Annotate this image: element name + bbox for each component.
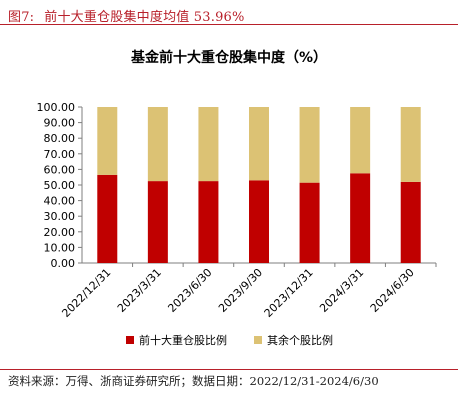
chart-title: 基金前十大重仓股集中度（%） bbox=[131, 49, 327, 66]
bar-top10-segment bbox=[147, 181, 168, 263]
y-tick-label: 30.00 bbox=[44, 210, 76, 223]
y-tick-label: 0.00 bbox=[51, 257, 76, 270]
y-tick-label: 10.00 bbox=[44, 241, 76, 254]
x-tick-label: 2023/3/31 bbox=[115, 266, 164, 315]
bar-other-segment bbox=[350, 107, 371, 174]
bar-other-segment bbox=[299, 107, 320, 183]
plot-area: 0.00 10.00 20.00 30.00 40.00 50.00 60.00 70.00 8… bbox=[37, 101, 437, 320]
figure-number: 图7: bbox=[8, 10, 35, 25]
bar-top10-segment bbox=[350, 173, 371, 263]
bar-top10-segment bbox=[299, 182, 320, 263]
bar-top10-segment bbox=[249, 180, 269, 263]
y-tick-label: 80.00 bbox=[44, 132, 76, 145]
y-tick-label: 40.00 bbox=[44, 195, 76, 208]
y-tick-label: 70.00 bbox=[44, 148, 76, 161]
bar-other-segment bbox=[249, 107, 269, 181]
y-tick-label: 20.00 bbox=[44, 226, 76, 239]
bar-other-segment bbox=[147, 107, 168, 182]
legend-swatch-other bbox=[254, 336, 262, 344]
y-tick-label: 90.00 bbox=[44, 117, 76, 130]
bar-other-segment bbox=[400, 107, 421, 182]
stacked-bar-chart: 基金前十大重仓股集中度（%） 0.00 10.00 20.00 30.00 40.00 5… bbox=[37, 49, 437, 347]
x-tick-label: 2024/3/31 bbox=[317, 266, 366, 315]
x-tick-label: 2023/9/30 bbox=[216, 266, 265, 315]
x-tick-label: 2023/6/30 bbox=[165, 266, 214, 315]
source-divider bbox=[0, 369, 458, 370]
legend-swatch-top10 bbox=[126, 336, 134, 344]
figure-caption: 图7: 前十大重仓股集中度均值 53.96% bbox=[8, 6, 245, 25]
caption-divider bbox=[0, 24, 458, 25]
y-tick-label: 50.00 bbox=[44, 179, 76, 192]
legend-label-top10: 前十大重仓股比例 bbox=[139, 333, 227, 347]
y-tick-label: 100.00 bbox=[37, 101, 76, 114]
bar-other-segment bbox=[97, 107, 118, 175]
y-tick-label: 60.00 bbox=[44, 163, 76, 176]
legend-label-other: 其余个股比例 bbox=[267, 333, 333, 347]
bar-top10-segment bbox=[400, 181, 421, 263]
x-tick-label: 2023/12/31 bbox=[262, 266, 316, 320]
x-tick-label: 2022/12/31 bbox=[59, 266, 113, 320]
bar-top10-segment bbox=[198, 181, 219, 263]
figure-caption-text: 前十大重仓股集中度均值 53.96% bbox=[44, 10, 245, 25]
bar-other-segment bbox=[198, 107, 219, 182]
bar-top10-segment bbox=[97, 174, 118, 263]
source-note: 资料来源：万得、浙商证券研究所；数据日期：2022/12/31-2024/6/3… bbox=[8, 374, 379, 388]
chart-area: 基金前十大重仓股集中度（%） 0.00 10.00 20.00 30.00 40.00 5… bbox=[0, 38, 458, 368]
chart-legend: 前十大重仓股比例 其余个股比例 bbox=[126, 333, 333, 347]
x-tick-label: 2024/6/30 bbox=[368, 266, 417, 315]
